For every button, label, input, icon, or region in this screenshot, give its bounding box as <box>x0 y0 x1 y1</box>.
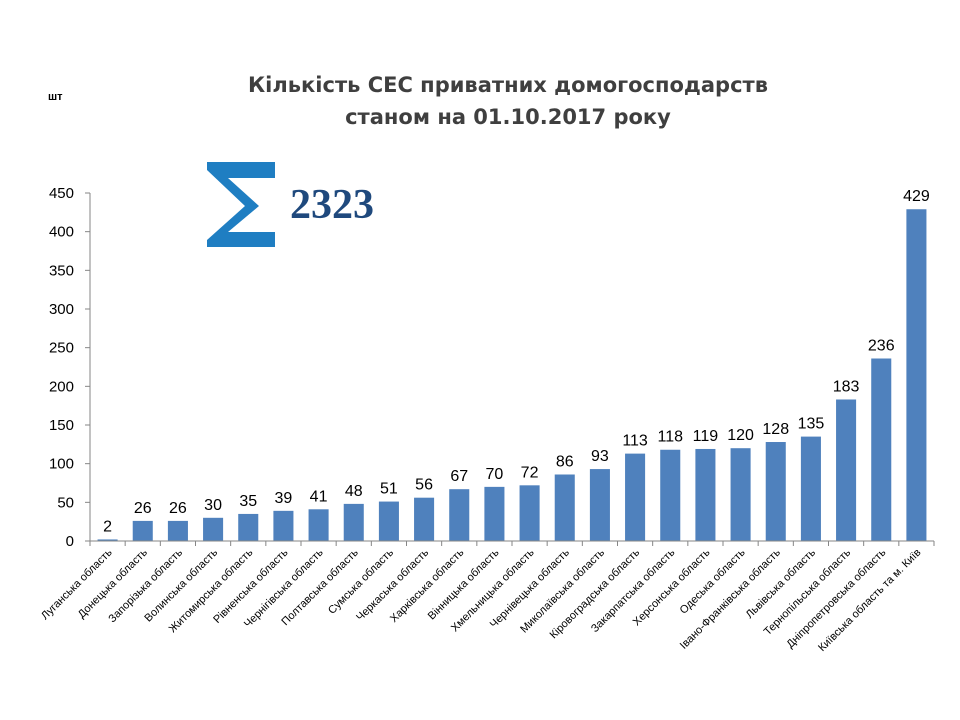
bar <box>554 474 575 541</box>
data-label: 67 <box>450 468 468 485</box>
bars <box>97 209 927 542</box>
bar <box>625 453 646 541</box>
bar <box>765 442 786 541</box>
data-label: 30 <box>204 497 222 514</box>
y-tick-label: 150 <box>49 417 74 434</box>
y-tick-label: 100 <box>49 456 74 473</box>
data-label: 70 <box>486 466 504 483</box>
bar <box>449 489 470 541</box>
y-tick-label: 0 <box>66 533 74 550</box>
data-label: 2 <box>103 518 112 535</box>
bar <box>660 449 681 541</box>
data-label: 39 <box>275 490 293 507</box>
bar <box>203 517 224 541</box>
bar <box>589 469 610 541</box>
bar <box>273 510 294 541</box>
data-labels: 2 26 26 30 35 39 41 48 51 56 67 70 72 86 93 113 118 119 12… <box>103 188 930 535</box>
chart-title-line-2: станом на 01.10.2017 року <box>345 105 671 129</box>
data-label: 26 <box>169 500 187 517</box>
bar <box>695 448 716 541</box>
bar <box>836 399 857 541</box>
bar <box>800 436 821 541</box>
y-tick-label: 300 <box>49 301 74 318</box>
data-label: 429 <box>903 188 930 205</box>
bar <box>730 448 751 541</box>
data-label: 236 <box>868 337 895 354</box>
data-label: 26 <box>134 500 152 517</box>
data-label: 135 <box>798 416 825 433</box>
bar <box>97 539 118 541</box>
data-label: 119 <box>693 428 719 445</box>
data-label: 51 <box>380 481 398 498</box>
y-tick-label: 250 <box>49 340 74 357</box>
y-unit-label: шт <box>48 91 63 103</box>
bar <box>519 485 540 541</box>
bar <box>906 209 927 542</box>
x-tick-label: Сумська область <box>326 546 396 616</box>
data-label: 35 <box>239 493 257 510</box>
y-tick-label: 350 <box>49 262 74 279</box>
bar <box>132 520 153 541</box>
data-label: 41 <box>310 488 328 505</box>
bar <box>343 503 364 541</box>
bar <box>308 509 329 541</box>
bar <box>871 358 892 541</box>
data-label: 48 <box>345 483 363 500</box>
y-tick-label: 50 <box>57 494 74 511</box>
data-label: 56 <box>415 477 433 494</box>
y-axis: 0 50 100 150 200 250 300 350 400 450 <box>49 185 91 550</box>
y-tick-label: 400 <box>49 224 74 241</box>
sigma-icon <box>207 162 275 247</box>
bar <box>378 501 399 541</box>
bar <box>167 520 188 541</box>
total-value: 2323 <box>290 182 374 228</box>
chart-title-line-1: Кількість СЕС приватних домогосподарств <box>248 73 768 97</box>
bar <box>238 513 259 541</box>
y-tick-label: 200 <box>49 378 74 395</box>
data-label: 128 <box>762 421 789 438</box>
data-label: 113 <box>622 433 648 450</box>
data-label: 93 <box>591 448 609 465</box>
x-tick-label: Одеська область <box>678 546 748 616</box>
bar <box>484 486 505 541</box>
data-label: 118 <box>657 429 683 446</box>
total-annotation: 2323 <box>207 162 374 247</box>
data-label: 120 <box>727 427 754 444</box>
data-label: 72 <box>521 464 539 481</box>
data-label: 86 <box>556 453 574 470</box>
y-tick-label: 450 <box>49 185 74 202</box>
data-label: 183 <box>833 378 860 395</box>
bar <box>414 497 435 541</box>
